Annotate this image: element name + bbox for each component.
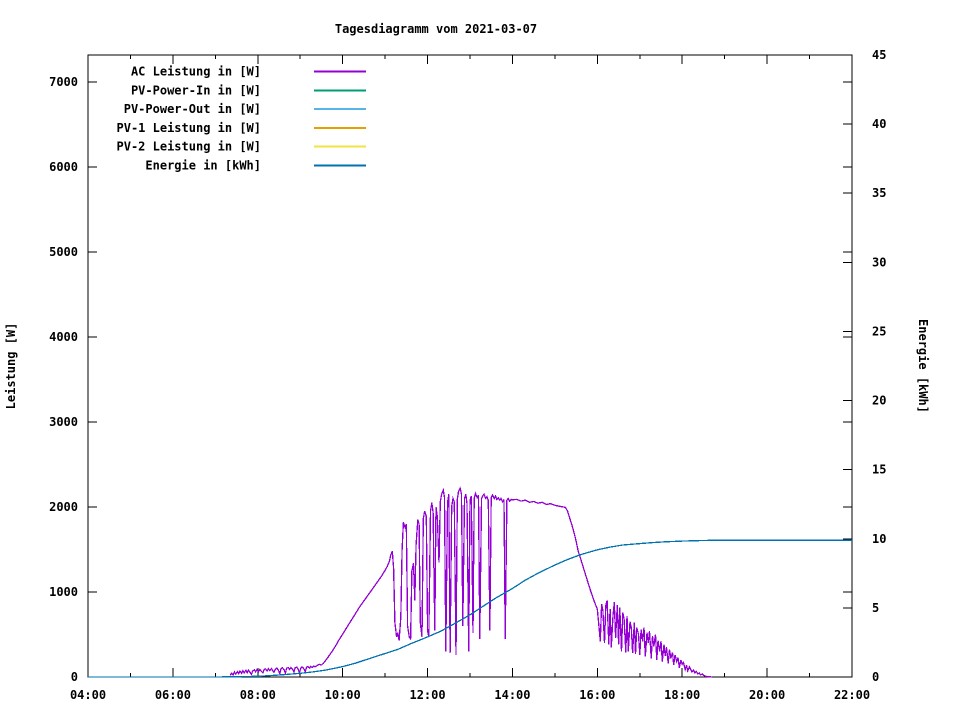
legend-item-pv-power-in: PV-Power-In in [W] xyxy=(131,83,366,97)
x-tick-label: 10:00 xyxy=(325,688,361,702)
legend-label-pv-power-out: PV-Power-Out in [W] xyxy=(124,102,261,116)
series-line-ac-leistung xyxy=(229,486,712,678)
y-right-tick-label: 10 xyxy=(872,532,886,546)
y-right-tick-label: 40 xyxy=(872,117,886,131)
y-right-tick-label: 5 xyxy=(872,601,879,615)
legend-label-pv-1-leistung: PV-1 Leistung in [W] xyxy=(117,121,262,135)
x-tick-label: 22:00 xyxy=(834,688,870,702)
plot-area: 04:00 06:00 08:00 10:00 12:00 14:00 16:00 18:00… xyxy=(49,48,886,702)
y-right-tick-label: 20 xyxy=(872,394,886,408)
x-tick-label: 14:00 xyxy=(494,688,530,702)
y-left-tick-label: 6000 xyxy=(49,160,78,174)
x-tick-label: 04:00 xyxy=(70,688,106,702)
legend-item-pv-1-leistung: PV-1 Leistung in [W] xyxy=(117,121,366,135)
y-right-tick-label: 45 xyxy=(872,48,886,62)
x-tick-label: 16:00 xyxy=(579,688,615,702)
y-left-tick-label: 1000 xyxy=(49,585,78,599)
x-tick-label: 06:00 xyxy=(155,688,191,702)
y-right-tick-label: 30 xyxy=(872,255,886,269)
legend-item-energie: Energie in [kWh] xyxy=(145,159,366,173)
chart-title: Tagesdiagramm vom 2021-03-07 xyxy=(335,22,537,36)
legend-label-pv-power-in: PV-Power-In in [W] xyxy=(131,83,261,97)
y-right-tick-label: 25 xyxy=(872,324,886,338)
series-layer xyxy=(88,486,852,678)
y-right-axis-label: Energie [kWh] xyxy=(916,319,930,413)
y-right-tick-label: 15 xyxy=(872,463,886,477)
y-left-tick-label: 7000 xyxy=(49,75,78,89)
y-left-tick-label: 3000 xyxy=(49,415,78,429)
y-left-tick-label: 2000 xyxy=(49,500,78,514)
y-left-tick-label: 0 xyxy=(71,670,78,684)
legend-item-ac-leistung: AC Leistung in [W] xyxy=(131,65,366,79)
legend-item-pv-power-out: PV-Power-Out in [W] xyxy=(124,102,366,116)
legend-item-pv-2-leistung: PV-2 Leistung in [W] xyxy=(117,140,366,154)
y-left-tick-label: 5000 xyxy=(49,245,78,259)
legend-label-energie: Energie in [kWh] xyxy=(145,159,261,173)
legend: AC Leistung in [W] PV-Power-In in [W] PV-P… xyxy=(117,65,366,173)
series-line-energie xyxy=(88,539,852,678)
y-left-axis-label: Leistung [W] xyxy=(4,323,18,410)
x-tick-label: 08:00 xyxy=(240,688,276,702)
x-tick-label: 12:00 xyxy=(409,688,445,702)
y-right-tick-label: 0 xyxy=(872,670,879,684)
y-right-tick-label: 35 xyxy=(872,186,886,200)
x-tick-label: 20:00 xyxy=(749,688,785,702)
legend-label-pv-2-leistung: PV-2 Leistung in [W] xyxy=(117,140,262,154)
x-tick-label: 18:00 xyxy=(664,688,700,702)
y-left-tick-label: 4000 xyxy=(49,330,78,344)
axes-layer xyxy=(87,54,853,678)
legend-label-ac-leistung: AC Leistung in [W] xyxy=(131,65,261,79)
